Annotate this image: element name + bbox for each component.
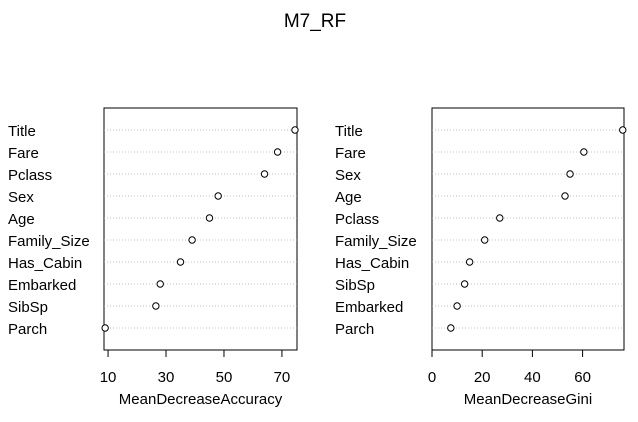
accuracy-panel: Title Fare Pclass Sex Age Family_Size Has_Cabi…: [8, 107, 299, 408]
plot-frame: [103, 107, 298, 351]
data-point: [291, 126, 299, 134]
category-label: Parch: [8, 321, 47, 338]
data-point: [496, 214, 504, 222]
data-point: [101, 324, 109, 332]
category-label: Family_Size: [335, 233, 417, 250]
data-point: [481, 236, 489, 244]
data-point: [205, 214, 214, 222]
category-label: SibSp: [8, 299, 48, 316]
plot-frame: [431, 107, 625, 351]
data-point: [152, 302, 160, 310]
data-point: [460, 280, 469, 288]
category-label: Fare: [335, 145, 366, 162]
category-label: Title: [8, 123, 36, 140]
data-point: [156, 280, 164, 288]
gini-panel: Title Fare Sex Age Pclass Family_Size Has_Cabi…: [335, 107, 627, 408]
chart-title: M7_RF: [284, 11, 346, 32]
category-label: Title: [335, 123, 363, 140]
data-point: [447, 324, 455, 332]
x-tick-label: 30: [158, 369, 175, 386]
category-label: Has_Cabin: [8, 255, 82, 272]
category-label: Fare: [8, 145, 39, 162]
category-label: Embarked: [335, 299, 403, 316]
data-point: [566, 170, 574, 178]
data-point: [619, 126, 627, 134]
x-tick-label: 70: [274, 369, 291, 386]
data-point: [260, 170, 269, 178]
x-tick-label: 50: [216, 369, 233, 386]
x-tick-label: 0: [428, 369, 436, 386]
x-tick-label: 10: [100, 369, 117, 386]
x-tick-label: 60: [574, 369, 591, 386]
x-tick-label: 20: [474, 369, 491, 386]
category-label: Sex: [335, 167, 361, 184]
category-label: SibSp: [335, 277, 375, 294]
data-point: [188, 236, 196, 244]
category-label: Age: [8, 211, 35, 228]
data-point: [453, 302, 461, 310]
category-label: Has_Cabin: [335, 255, 409, 272]
category-label: Family_Size: [8, 233, 90, 250]
category-label: Pclass: [335, 211, 379, 228]
data-point: [580, 148, 588, 156]
x-axis-label: MeanDecreaseGini: [464, 391, 592, 408]
data-point: [273, 148, 282, 156]
data-point: [214, 192, 222, 200]
x-axis-label: MeanDecreaseAccuracy: [119, 391, 283, 408]
category-label: Parch: [335, 321, 374, 338]
data-point: [465, 258, 474, 266]
category-label: Embarked: [8, 277, 76, 294]
data-point: [561, 192, 569, 200]
category-label: Pclass: [8, 167, 52, 184]
x-tick-label: 40: [524, 369, 541, 386]
category-label: Sex: [8, 189, 34, 206]
category-label: Age: [335, 189, 362, 206]
data-point: [176, 258, 185, 266]
